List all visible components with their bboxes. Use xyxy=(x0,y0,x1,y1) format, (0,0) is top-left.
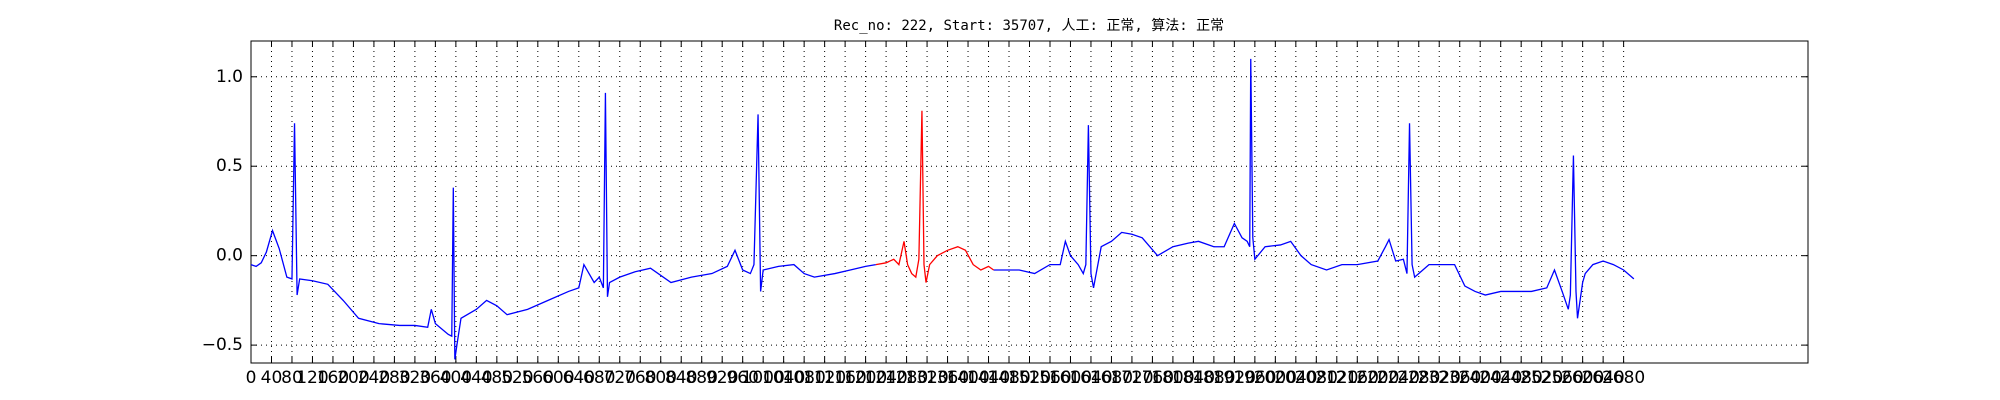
x-tick-label: 1360 xyxy=(926,368,969,388)
x-tick-label: 2360 xyxy=(1438,368,1481,388)
y-tick-label: −0.5 xyxy=(202,335,243,355)
x-tick-label: 240 xyxy=(358,368,390,388)
x-tick-label: 1920 xyxy=(1213,368,1256,388)
x-tick-label: 2640 xyxy=(1581,368,1624,388)
x-tick-label: 320 xyxy=(399,368,431,388)
x-tick-label: 600 xyxy=(542,368,574,388)
x-tick-label: 1040 xyxy=(762,368,805,388)
x-tick-label: 360 xyxy=(419,368,451,388)
x-tick-label: 1840 xyxy=(1172,368,1215,388)
x-tick-label: 1720 xyxy=(1110,368,1153,388)
x-tick-label: 2000 xyxy=(1254,368,1297,388)
x-tick-label: 2040 xyxy=(1274,368,1317,388)
x-tick-label: 40 xyxy=(261,368,283,388)
x-tick-label: 280 xyxy=(378,368,410,388)
x-tick-label: 1400 xyxy=(946,368,989,388)
x-tick-label: 2600 xyxy=(1561,368,1604,388)
x-tick-label: 560 xyxy=(522,368,554,388)
x-tick-label: 640 xyxy=(563,368,595,388)
y-tick-label: 0.5 xyxy=(216,156,243,176)
x-tick-label: 920 xyxy=(706,368,738,388)
x-tick-label: 680 xyxy=(583,368,615,388)
x-tick-label: 1480 xyxy=(987,368,1030,388)
x-tick-label: 880 xyxy=(685,368,717,388)
x-tick-label: 840 xyxy=(665,368,697,388)
x-tick-label: 2280 xyxy=(1397,368,1440,388)
chart-title: Rec_no: 222, Start: 35707, 人工: 正常, 算法: 正… xyxy=(834,18,1224,34)
y-tick-label: 0.0 xyxy=(216,246,243,266)
x-tick-label: 440 xyxy=(460,368,492,388)
x-tick-label: 1440 xyxy=(967,368,1010,388)
x-tick-label: 720 xyxy=(604,368,636,388)
x-tick-label: 480 xyxy=(481,368,513,388)
x-tick-label: 1680 xyxy=(1090,368,1133,388)
line xyxy=(250,92,876,360)
x-tick-label: 2680 xyxy=(1602,368,1645,388)
x-tick-label: 2520 xyxy=(1520,368,1563,388)
x-tick-label: 1560 xyxy=(1028,368,1071,388)
x-tick-label: 2160 xyxy=(1336,368,1379,388)
x-tick-label: 2400 xyxy=(1459,368,1502,388)
y-tick-label: 1.0 xyxy=(216,67,243,87)
x-tick-label: 1880 xyxy=(1192,368,1235,388)
x-tick-label: 1960 xyxy=(1233,368,1276,388)
x-tick-label: 2560 xyxy=(1541,368,1584,388)
x-tick-label: 2320 xyxy=(1418,368,1461,388)
x-tick-label: 200 xyxy=(337,368,369,388)
x-tick-label: 1160 xyxy=(823,368,866,388)
x-tick-label: 760 xyxy=(624,368,656,388)
x-tick-label: 1240 xyxy=(864,368,907,388)
x-tick-label: 2480 xyxy=(1500,368,1543,388)
x-tick-label: 800 xyxy=(645,368,677,388)
x-tick-label: 80 xyxy=(281,368,303,388)
x-tick-label: 1600 xyxy=(1049,368,1092,388)
x-tick-label: 160 xyxy=(317,368,349,388)
line xyxy=(875,110,995,283)
x-tick-label: 400 xyxy=(440,368,472,388)
x-tick-label: 2120 xyxy=(1315,368,1358,388)
x-tick-label: 520 xyxy=(501,368,533,388)
x-tick-label: 1080 xyxy=(783,368,826,388)
x-tick-label: 0 xyxy=(246,368,257,388)
x-tick-label: 120 xyxy=(296,368,328,388)
x-tick-label: 1200 xyxy=(844,368,887,388)
x-tick-label: 2240 xyxy=(1377,368,1420,388)
x-tick-label: 2080 xyxy=(1295,368,1338,388)
x-tick-label: 1520 xyxy=(1008,368,1051,388)
line xyxy=(993,58,1635,319)
x-tick-label: 960 xyxy=(726,368,758,388)
x-tick-label: 2440 xyxy=(1479,368,1522,388)
x-tick-label: 2200 xyxy=(1356,368,1399,388)
x-tick-label: 1120 xyxy=(803,368,846,388)
x-tick-label: 1280 xyxy=(885,368,928,388)
x-tick-label: 1800 xyxy=(1151,368,1194,388)
x-tick-label: 1640 xyxy=(1069,368,1112,388)
x-tick-label: 1760 xyxy=(1131,368,1174,388)
x-tick-label: 1320 xyxy=(905,368,948,388)
x-tick-label: 1000 xyxy=(742,368,785,388)
